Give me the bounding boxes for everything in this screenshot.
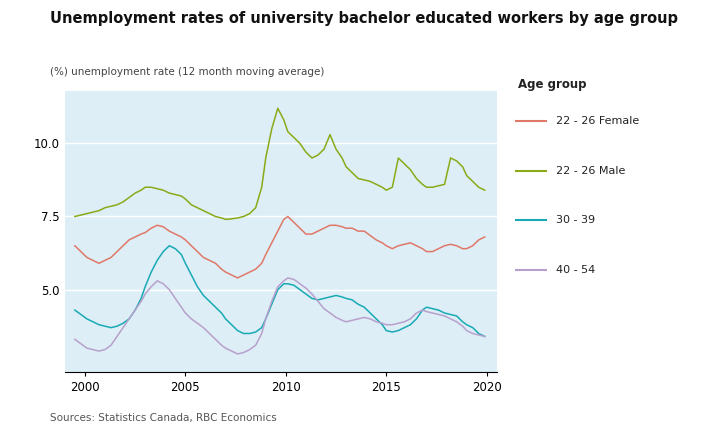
40 - 54	[480, 334, 489, 339]
30 - 39	[71, 308, 79, 313]
22 - 26 Male	[360, 178, 369, 183]
Line: 40 - 54: 40 - 54	[75, 278, 485, 354]
30 - 39	[480, 334, 489, 339]
22 - 26 Female	[71, 243, 79, 248]
Line: 22 - 26 Female: 22 - 26 Female	[75, 216, 485, 278]
Line: 30 - 39: 30 - 39	[75, 246, 485, 337]
30 - 39	[338, 294, 346, 299]
40 - 54	[233, 351, 242, 356]
22 - 26 Female	[480, 235, 489, 240]
40 - 54	[284, 275, 292, 280]
Text: 22 - 26 Female: 22 - 26 Female	[556, 116, 639, 126]
22 - 26 Male	[211, 214, 220, 219]
22 - 26 Male	[71, 214, 79, 219]
40 - 54	[342, 319, 351, 324]
22 - 26 Male	[314, 152, 323, 158]
30 - 39	[177, 252, 186, 257]
22 - 26 Female	[360, 229, 369, 234]
Text: 30 - 39: 30 - 39	[556, 215, 595, 226]
Text: 22 - 26 Male: 22 - 26 Male	[556, 165, 625, 176]
30 - 39	[165, 243, 174, 248]
22 - 26 Female	[211, 260, 220, 266]
22 - 26 Male	[274, 106, 282, 111]
Text: (%) unemployment rate (12 month moving average): (%) unemployment rate (12 month moving a…	[50, 67, 325, 77]
40 - 54	[360, 315, 369, 320]
40 - 54	[131, 308, 140, 313]
40 - 54	[71, 337, 79, 342]
30 - 39	[354, 302, 362, 307]
22 - 26 Female	[233, 275, 242, 280]
Text: Age group: Age group	[518, 78, 587, 91]
30 - 39	[131, 308, 140, 313]
22 - 26 Male	[480, 187, 489, 193]
22 - 26 Female	[284, 214, 292, 219]
22 - 26 Female	[131, 235, 140, 240]
22 - 26 Male	[131, 191, 140, 196]
30 - 39	[307, 296, 316, 301]
22 - 26 Female	[314, 229, 323, 234]
22 - 26 Male	[221, 217, 230, 222]
Text: Unemployment rates of university bachelor educated workers by age group: Unemployment rates of university bachelo…	[50, 11, 678, 26]
22 - 26 Female	[459, 246, 467, 251]
30 - 39	[217, 311, 226, 316]
Line: 22 - 26 Male: 22 - 26 Male	[75, 108, 485, 219]
22 - 26 Female	[342, 226, 351, 231]
Text: 40 - 54: 40 - 54	[556, 265, 595, 275]
40 - 54	[459, 324, 467, 329]
22 - 26 Male	[342, 164, 351, 169]
40 - 54	[314, 299, 323, 304]
Text: Sources: Statistics Canada, RBC Economics: Sources: Statistics Canada, RBC Economic…	[50, 413, 277, 423]
22 - 26 Male	[459, 164, 467, 169]
40 - 54	[211, 337, 220, 342]
